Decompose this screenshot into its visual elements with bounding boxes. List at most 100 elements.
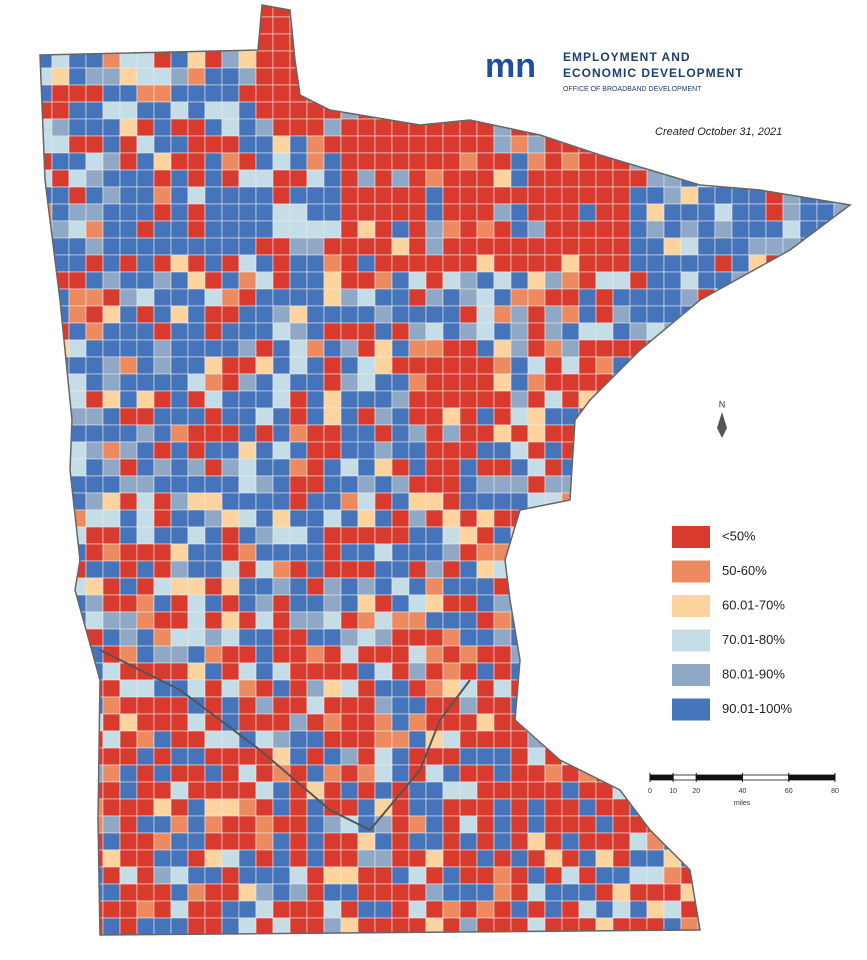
map-cell [374,339,393,358]
map-cell [289,781,308,800]
map-cell [136,186,155,205]
map-cell [391,203,410,222]
map-cell [187,271,206,290]
map-cell [578,781,597,800]
map-cell [238,101,257,120]
map-cell [272,271,291,290]
map-cell [170,696,189,715]
map-cell [255,696,274,715]
map-cell [459,509,478,528]
map-cell [782,577,801,596]
legend-label: 80.01-90% [722,666,785,681]
map-cell [119,339,138,358]
map-cell [340,696,359,715]
map-cell [289,543,308,562]
map-cell [306,441,325,460]
map-cell [408,5,427,18]
map-cell [238,747,257,766]
map-cell [544,152,563,171]
map-cell [391,16,410,35]
map-cell [306,169,325,188]
map-cell [391,305,410,324]
map-cell [204,50,223,69]
map-cell [578,101,597,120]
map-cell [595,662,614,681]
map-cell [289,730,308,749]
map-cell [119,458,138,477]
map-cell [204,730,223,749]
map-cell [697,101,716,120]
map-cell [799,169,818,188]
map-cell [357,747,376,766]
map-cell [340,526,359,545]
map-cell [510,5,529,18]
map-cell [476,16,495,35]
map-cell [833,917,850,935]
map-cell [493,322,512,341]
map-cell [561,33,580,52]
map-cell [187,305,206,324]
map-cell [408,356,427,375]
map-cell [442,764,461,783]
map-cell [102,322,121,341]
map-cell [527,322,546,341]
map-cell [527,594,546,613]
map-cell [799,135,818,154]
map-cell [476,339,495,358]
map-cell [272,475,291,494]
map-cell [51,662,70,681]
map-cell [833,747,850,766]
map-cell [51,747,70,766]
map-cell [102,288,121,307]
map-cell [187,883,206,902]
map-cell [102,611,121,630]
map-cell [119,713,138,732]
map-cell [510,900,529,919]
map-cell [136,390,155,409]
map-cell [40,815,53,834]
map-cell [544,679,563,698]
map-cell [289,424,308,443]
map-cell [51,441,70,460]
map-cell [187,526,206,545]
map-cell [153,118,172,137]
map-cell [85,254,104,273]
map-cell [255,101,274,120]
map-cell [272,713,291,732]
map-cell [408,67,427,86]
map-cell [187,16,206,35]
map-cell [544,934,563,935]
map-cell [476,577,495,596]
map-cell [612,594,631,613]
map-cell [578,458,597,477]
map-cell [578,798,597,817]
map-cell [629,747,648,766]
map-cell [493,900,512,919]
map-cell [851,323,867,340]
map-cell [646,271,665,290]
map-cell [833,560,850,579]
map-cell [578,339,597,358]
map-cell [323,152,342,171]
map-cell [272,84,291,103]
map-cell [204,356,223,375]
map-cell [68,16,87,35]
map-cell [51,594,70,613]
map-cell [578,849,597,868]
map-cell [595,900,614,919]
map-cell [510,764,529,783]
map-cell [833,577,850,596]
map-cell [629,917,648,935]
map-cell [204,934,223,935]
map-cell [187,237,206,256]
map-cell [851,561,867,578]
map-cell [289,798,308,817]
map-cell [119,237,138,256]
map-cell [629,832,648,851]
map-cell [459,883,478,902]
map-cell [629,254,648,273]
map-cell [833,458,850,477]
map-cell [85,832,104,851]
map-cell [68,220,87,239]
map-cell [629,475,648,494]
